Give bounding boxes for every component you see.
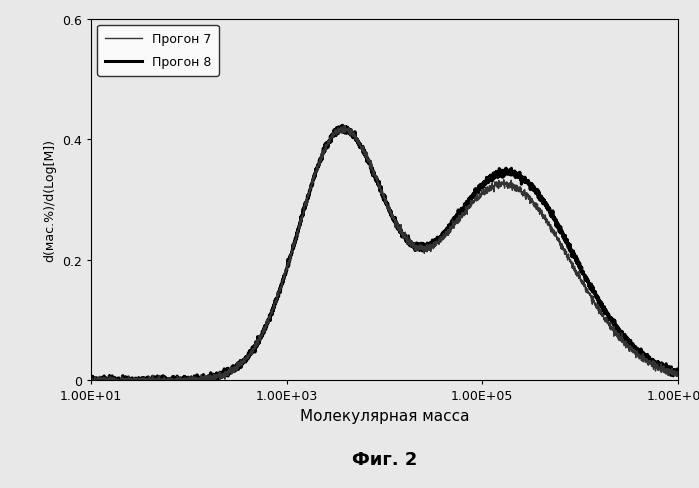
Прогон 7 (87, 375, 95, 381)
Прогон 7 (154, 378, 162, 384)
Прогон 7 (189, 374, 197, 380)
Прогон 8 (674, 372, 682, 378)
Line: Прогон 7: Прогон 7 (91, 126, 678, 381)
Прогон 7 (600, 317, 608, 323)
Прогон 7 (663, 367, 671, 373)
Прогон 8 (312, 166, 320, 172)
Прогон 7 (87, 378, 95, 384)
Прогон 8 (154, 378, 162, 384)
Y-axis label: d(мас.%)/d(Log[M]): d(мас.%)/d(Log[M]) (43, 139, 57, 262)
Прогон 8 (87, 378, 95, 384)
Прогон 7 (338, 125, 346, 131)
X-axis label: Молекулярная масса: Молекулярная масса (300, 408, 469, 423)
Legend: Прогон 7, Прогон 8: Прогон 7, Прогон 8 (97, 26, 219, 77)
Прогон 8 (600, 305, 608, 311)
Прогон 7 (312, 169, 320, 175)
Text: Фиг. 2: Фиг. 2 (352, 450, 417, 468)
Прогон 8 (87, 378, 96, 384)
Прогон 7 (674, 371, 682, 377)
Прогон 8 (663, 368, 671, 374)
Прогон 7 (341, 123, 350, 129)
Прогон 8 (189, 375, 197, 381)
Line: Прогон 8: Прогон 8 (91, 126, 678, 381)
Прогон 8 (338, 123, 347, 129)
Прогон 8 (338, 123, 346, 129)
